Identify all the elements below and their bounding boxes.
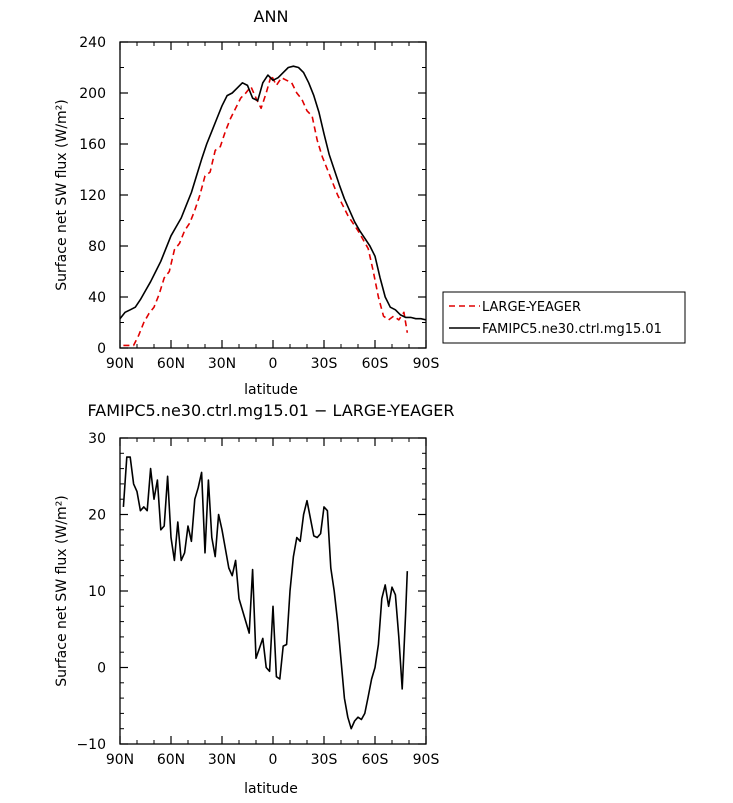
top-series-line-famipc5-ne30-ctrl-mg15-01 bbox=[119, 65, 427, 321]
bottom-y-tick-label: 20 bbox=[88, 508, 106, 524]
top-x-tick-label: 90N bbox=[106, 356, 134, 372]
top-panel: ANN 90N 60N 30N 0 30S 60S 90S 0 40 80 120 160 200 240… bbox=[54, 7, 686, 398]
legend-box bbox=[442, 291, 686, 344]
top-y-tick-label: 120 bbox=[79, 188, 106, 204]
bottom-x-tick-label: 30N bbox=[208, 752, 236, 768]
bottom-x-tick-label: 90N bbox=[106, 752, 134, 768]
top-series-line-large-yeager bbox=[123, 74, 409, 347]
bottom-x-axis-label: latitude bbox=[244, 781, 298, 797]
top-y-tick-label: 80 bbox=[88, 239, 106, 255]
bottom-y-tick-label: −10 bbox=[76, 737, 106, 753]
bottom-series-line-0 bbox=[122, 456, 409, 730]
top-y-axis-label: Surface net SW flux (W/m²) bbox=[54, 99, 70, 291]
top-y-tick-label: 0 bbox=[97, 341, 106, 357]
top-plot-frame bbox=[119, 41, 427, 349]
bottom-x-tick-label: 60N bbox=[157, 752, 185, 768]
legend-label-large-yeager: LARGE-YEAGER bbox=[482, 300, 581, 315]
bottom-y-axis-label: Surface net SW flux (W/m²) bbox=[54, 495, 70, 687]
top-x-tick-label: 0 bbox=[269, 356, 278, 372]
bottom-y-tick-label: 10 bbox=[88, 584, 106, 600]
bottom-x-tick-label: 30S bbox=[311, 752, 338, 768]
top-plot-lines bbox=[119, 65, 427, 347]
top-x-tick-label: 60N bbox=[157, 356, 185, 372]
bottom-panel: FAMIPC5.ne30.ctrl.mg15.01 − LARGE-YEAGER… bbox=[54, 401, 454, 797]
top-y-tick-label: 200 bbox=[79, 86, 106, 102]
bottom-x-tick-label: 0 bbox=[269, 752, 278, 768]
bottom-plot-frame bbox=[119, 437, 427, 745]
bottom-plot-lines bbox=[122, 456, 409, 730]
top-x-tick-label: 30N bbox=[208, 356, 236, 372]
bottom-y-tick-label: 30 bbox=[88, 431, 106, 447]
legend: LARGE-YEAGER FAMIPC5.ne30.ctrl.mg15.01 bbox=[442, 291, 686, 344]
legend-label-famipc5: FAMIPC5.ne30.ctrl.mg15.01 bbox=[482, 322, 662, 337]
top-x-tick-label: 30S bbox=[311, 356, 338, 372]
top-y-tick-label: 40 bbox=[88, 290, 106, 306]
bottom-chart-title: FAMIPC5.ne30.ctrl.mg15.01 − LARGE-YEAGER bbox=[88, 401, 455, 420]
top-x-tick-label: 90S bbox=[413, 356, 440, 372]
top-y-tick-label: 240 bbox=[79, 35, 106, 51]
top-y-tick-label: 160 bbox=[79, 137, 106, 153]
top-x-axis-label: latitude bbox=[244, 382, 298, 398]
bottom-x-tick-label: 90S bbox=[413, 752, 440, 768]
top-chart-title: ANN bbox=[254, 7, 289, 26]
bottom-x-tick-label: 60S bbox=[362, 752, 389, 768]
bottom-y-tick-label: 0 bbox=[97, 661, 106, 677]
top-x-tick-label: 60S bbox=[362, 356, 389, 372]
